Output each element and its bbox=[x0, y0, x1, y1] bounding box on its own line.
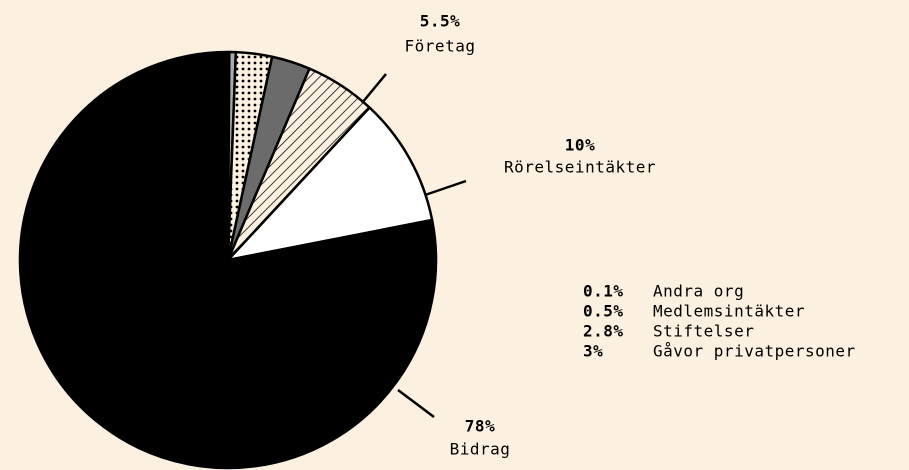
labels: 5.5% Företag 10% Rörelseintäkter 78% Bidrag 0.… bbox=[361, 12, 856, 459]
legend-percent: 3% bbox=[583, 342, 603, 361]
leader-line bbox=[361, 73, 387, 104]
legend-percent: 0.1% bbox=[583, 282, 624, 301]
legend-label: Stiftelser bbox=[653, 322, 754, 341]
pie bbox=[18, 50, 438, 470]
legend-label: Medlemsintäkter bbox=[653, 302, 805, 321]
leader-line bbox=[424, 179, 467, 197]
slice-percent: 78% bbox=[465, 417, 495, 436]
legend-percent: 2.8% bbox=[583, 322, 624, 341]
legend-label: Gåvor privatpersoner bbox=[653, 342, 856, 361]
legend-label: Andra org bbox=[653, 282, 744, 301]
slice-label: Rörelseintäkter bbox=[504, 158, 656, 177]
pie-slice bbox=[18, 50, 438, 470]
slice-percent: 10% bbox=[565, 136, 595, 155]
leader-line bbox=[397, 389, 435, 418]
slice-label: Bidrag bbox=[450, 440, 511, 459]
slice-label: Företag bbox=[405, 37, 476, 56]
slice-percent: 5.5% bbox=[420, 12, 461, 31]
pie-slice bbox=[226, 106, 434, 262]
legend-percent: 0.5% bbox=[583, 302, 624, 321]
